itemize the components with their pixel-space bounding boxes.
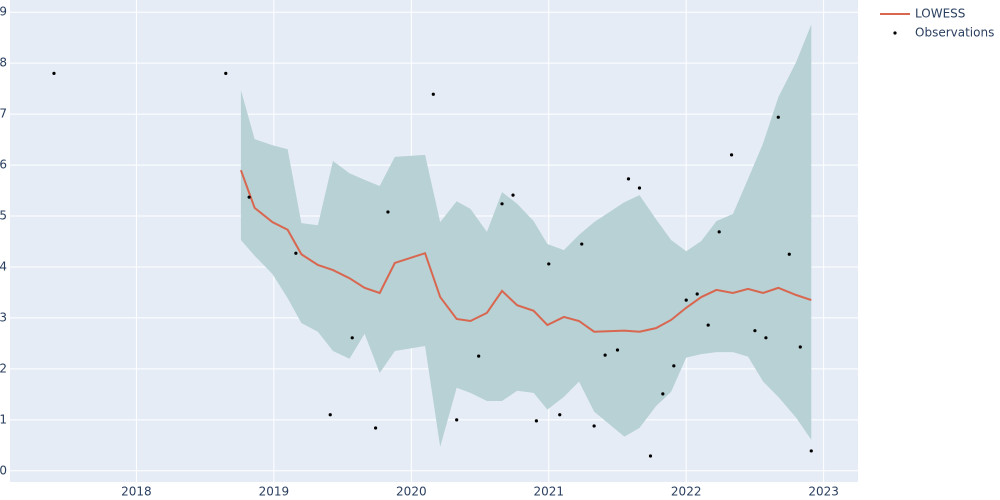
observation-point — [350, 336, 354, 340]
observation-point — [798, 345, 802, 349]
observation-point — [511, 193, 515, 197]
observation-point — [431, 92, 435, 96]
confidence-band — [240, 24, 812, 447]
observation-point — [558, 413, 562, 417]
observation-point — [386, 210, 390, 214]
x-tick-label: 2018 — [121, 485, 152, 499]
legend-label: Observations — [915, 26, 994, 40]
observation-point — [729, 153, 734, 157]
observation-point — [661, 392, 665, 396]
x-tick-label: 2019 — [259, 485, 290, 499]
observation-point — [695, 292, 699, 296]
legend-swatch — [893, 31, 897, 35]
observation-point — [672, 364, 676, 368]
y-tick-label: 5 — [0, 209, 7, 223]
observation-point — [477, 354, 481, 358]
observation-point — [247, 195, 251, 199]
observation-point — [753, 329, 757, 333]
observation-point — [626, 177, 631, 181]
x-tick-label: 2021 — [533, 485, 564, 499]
observation-point — [615, 348, 620, 352]
x-tick-label: 2022 — [671, 485, 702, 499]
observation-point — [717, 230, 721, 234]
y-tick-label: 4 — [0, 259, 7, 273]
observation-point — [547, 262, 551, 266]
y-tick-label: 7 — [0, 107, 7, 121]
observation-point — [776, 115, 780, 119]
legend-label: LOWESS — [915, 7, 965, 21]
y-tick-label: 6 — [0, 158, 7, 172]
y-tick-label: 8 — [0, 56, 7, 70]
observation-point — [534, 419, 538, 423]
lowess-line — [239, 169, 812, 333]
observation-point — [637, 186, 642, 190]
observation-point — [648, 454, 653, 458]
observation-point — [294, 251, 298, 255]
observation-point — [592, 424, 596, 428]
y-tick-label: 3 — [0, 310, 7, 324]
observation-point — [52, 71, 56, 75]
observation-point — [373, 426, 378, 430]
y-tick-label: 2 — [0, 361, 7, 375]
x-tick-label: 2020 — [396, 485, 427, 499]
observation-point — [764, 336, 768, 340]
observation-point — [603, 353, 607, 357]
observation-point — [580, 242, 584, 246]
y-tick-label: 1 — [0, 412, 7, 426]
observation-point — [706, 323, 710, 327]
observation-point — [809, 449, 813, 453]
observation-point — [328, 413, 332, 417]
x-tick-label: 2023 — [808, 485, 839, 499]
observation-point — [455, 418, 459, 422]
observation-point — [684, 298, 688, 302]
observation-point — [500, 202, 504, 206]
y-tick-label: 0 — [0, 463, 7, 477]
observation-point — [787, 252, 791, 256]
y-tick-label: 9 — [0, 5, 7, 19]
observation-point — [224, 71, 228, 75]
